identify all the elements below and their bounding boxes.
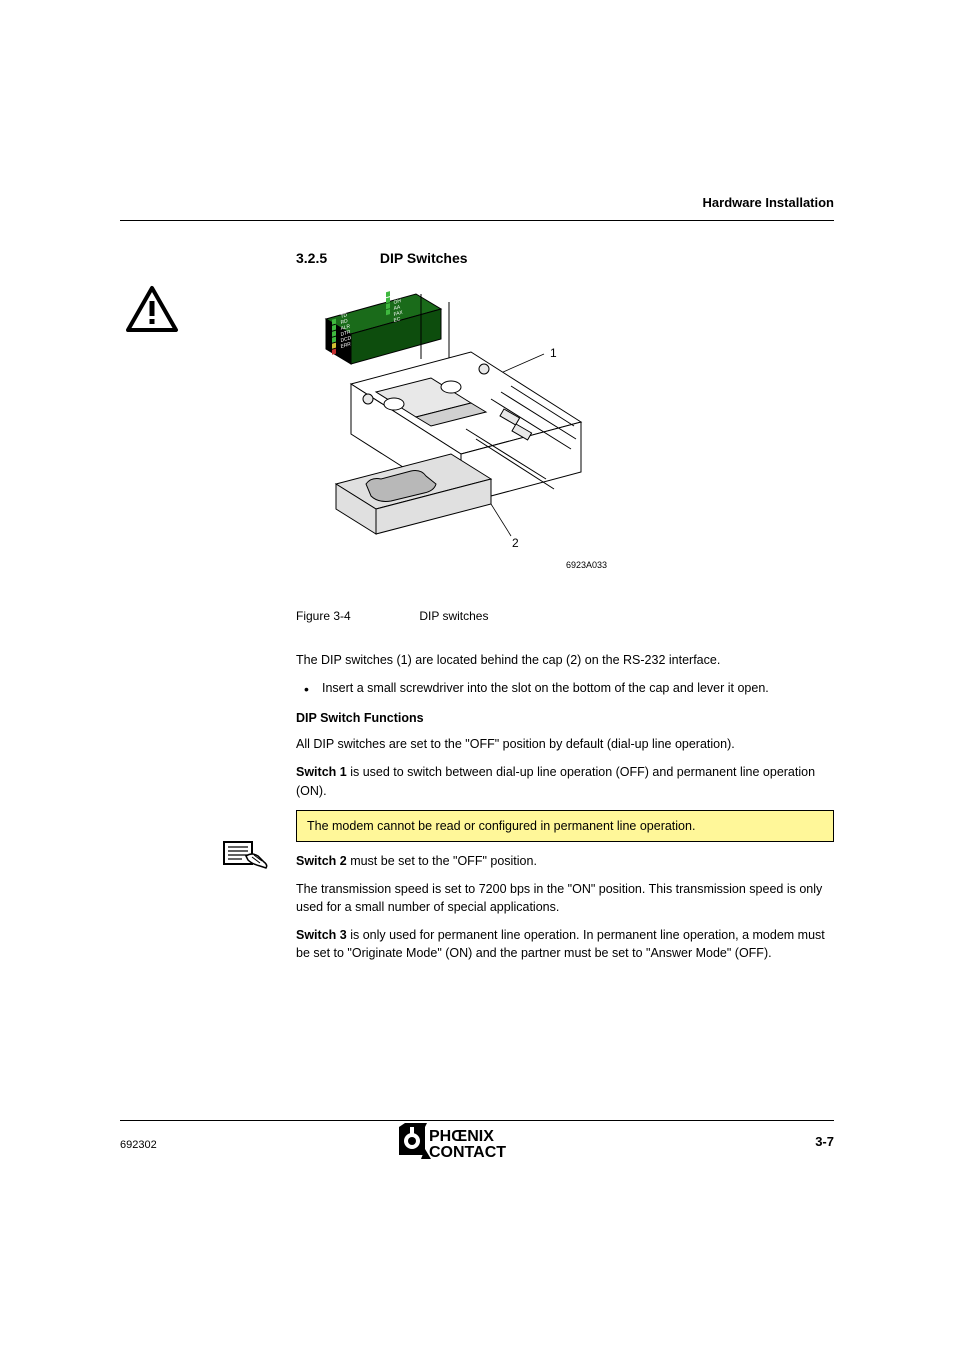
header-rule xyxy=(120,220,834,221)
hand-note-icon xyxy=(222,838,272,875)
paragraph-speed: The transmission speed is set to 7200 bp… xyxy=(296,880,834,916)
paragraph-switch3: Switch 3 is only used for permanent line… xyxy=(296,926,834,962)
figure-ref-number: 6923A033 xyxy=(566,560,607,570)
paragraph-intro: The DIP switches (1) are located behind … xyxy=(296,651,834,669)
figure-label: Figure 3-4 xyxy=(296,609,416,623)
note-box: The modem cannot be read or configured i… xyxy=(296,810,834,842)
page: Hardware Installation 3.2.5 DIP Switches xyxy=(0,0,954,1351)
figure: TD RD ALR DTR DCD ERR RESET OH AA FAX EC xyxy=(316,284,834,589)
figure-caption: Figure 3-4 DIP switches xyxy=(296,609,834,623)
switch3-text: is only used for permanent line operatio… xyxy=(296,928,825,960)
footer-doc-number: 692302 xyxy=(120,1139,157,1151)
svg-text:CONTACT: CONTACT xyxy=(429,1144,506,1161)
switch3-label: Switch 3 xyxy=(296,928,347,942)
figure-caption-text: DIP switches xyxy=(419,609,488,623)
svg-text:PHŒNIX: PHŒNIX xyxy=(429,1128,494,1145)
footer-page-number: 3-7 xyxy=(815,1134,834,1149)
section-heading: 3.2.5 DIP Switches xyxy=(296,250,834,266)
section-title-text: DIP Switches xyxy=(380,250,468,266)
header-title: Hardware Installation xyxy=(703,195,834,210)
dip-switch-diagram: TD RD ALR DTR DCD ERR RESET OH AA FAX EC xyxy=(316,284,636,584)
subheading-functions: DIP Switch Functions xyxy=(296,711,834,725)
warning-icon xyxy=(125,285,179,338)
content-area: 3.2.5 DIP Switches xyxy=(296,250,834,972)
paragraph-switch1: Switch 1 is used to switch between dial-… xyxy=(296,763,834,799)
bullet-instruction: Insert a small screwdriver into the slot… xyxy=(296,679,834,697)
switch2-label: Switch 2 xyxy=(296,854,347,868)
paragraph-switch2: Switch 2 must be set to the "OFF" positi… xyxy=(296,852,834,870)
switch1-text: is used to switch between dial-up line o… xyxy=(296,765,815,797)
switch1-label: Switch 1 xyxy=(296,765,347,779)
paragraph-default: All DIP switches are set to the "OFF" po… xyxy=(296,735,834,753)
callout-1: 1 xyxy=(550,346,557,360)
section-number: 3.2.5 xyxy=(296,250,376,266)
callout-2: 2 xyxy=(512,536,519,550)
phoenix-contact-logo: PHŒNIX CONTACT xyxy=(397,1121,557,1166)
switch2-text: must be set to the "OFF" position. xyxy=(347,854,537,868)
